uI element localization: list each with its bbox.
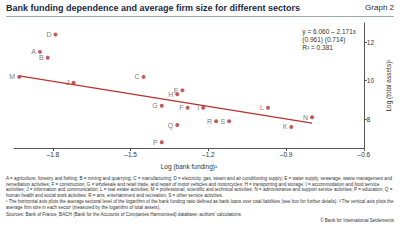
html-text:Graph 2: Graph 2 <box>365 3 394 12</box>
svg-text:C: C <box>135 73 140 80</box>
html-text:Bank funding dependence and av: Bank funding dependence and average firm… <box>6 3 301 13</box>
svg-text:Q: Q <box>168 122 174 130</box>
svg-text:H: H <box>168 91 173 98</box>
svg-text:–1.2: –1.2 <box>202 151 215 158</box>
svg-text:Log (bank funding)¹: Log (bank funding)¹ <box>161 163 218 171</box>
svg-text:–0.9: –0.9 <box>280 151 293 158</box>
svg-text:–0.6: –0.6 <box>358 151 371 158</box>
svg-text:E: E <box>174 87 179 94</box>
svg-text:(0.961) (0.714): (0.961) (0.714) <box>302 36 345 44</box>
html-text:¹ The horizontal axis plots th: ¹ The horizontal axis plots the average … <box>6 199 394 210</box>
svg-text:Log (total assets)²: Log (total assets)² <box>385 59 393 112</box>
html-text:A = agriculture, forestry and: A = agriculture, forestry and fishing; B… <box>6 176 393 198</box>
svg-text:–1.5: –1.5 <box>124 151 137 158</box>
svg-text:L: L <box>260 104 264 111</box>
svg-text:B: B <box>39 54 44 61</box>
svg-text:y = 6.060 – 2.171x: y = 6.060 – 2.171x <box>302 28 356 36</box>
svg-text:A: A <box>31 48 36 55</box>
svg-text:8: 8 <box>367 116 371 123</box>
svg-text:R² = 0.381: R² = 0.381 <box>302 44 333 51</box>
svg-text:10: 10 <box>367 77 375 84</box>
svg-text:P: P <box>153 139 158 146</box>
svg-text:K: K <box>283 123 288 130</box>
svg-text:I: I <box>197 104 200 112</box>
svg-text:D: D <box>46 31 51 38</box>
svg-text:N: N <box>303 114 308 121</box>
html-text:© Bank for International Settl: © Bank for International Settlements <box>320 218 394 224</box>
html-text:Sources: Bank of France, BACH: Sources: Bank of France, BACH (Bank for … <box>6 211 242 217</box>
svg-text:12: 12 <box>367 39 375 46</box>
svg-text:F: F <box>179 104 183 111</box>
svg-text:G: G <box>152 102 157 109</box>
svg-text:R: R <box>207 118 212 125</box>
svg-text:S: S <box>220 118 225 125</box>
svg-text:–1.8: –1.8 <box>47 151 60 158</box>
svg-text:M: M <box>9 73 15 80</box>
svg-text:J: J <box>66 79 70 86</box>
